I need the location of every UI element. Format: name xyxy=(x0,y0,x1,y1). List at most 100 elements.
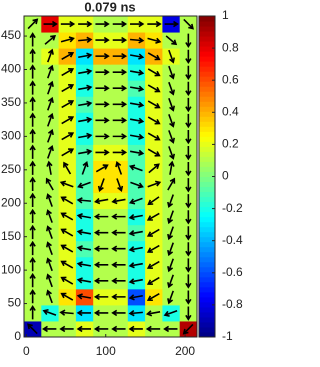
colorbar-band xyxy=(199,261,215,268)
arrow xyxy=(111,325,126,333)
arrow xyxy=(128,325,143,333)
colorbar-tick-label: -0.6 xyxy=(222,265,243,279)
y-tick-label: 150 xyxy=(1,229,21,243)
arrow xyxy=(185,162,192,177)
arrow xyxy=(29,160,36,175)
arrow xyxy=(147,20,162,28)
arrow xyxy=(76,229,92,236)
arrow xyxy=(76,309,91,317)
arrow xyxy=(45,289,53,304)
arrow xyxy=(93,277,109,285)
arrow xyxy=(76,245,92,252)
colorbar-band xyxy=(199,86,215,92)
colorbar-band xyxy=(199,131,215,137)
arrow xyxy=(61,116,75,125)
y-tick-label: 50 xyxy=(8,296,22,310)
colorbar-band xyxy=(199,16,215,22)
arrow xyxy=(60,20,76,28)
arrow xyxy=(77,181,91,189)
colorbar-band xyxy=(199,281,215,288)
arrow xyxy=(147,52,161,61)
arrow xyxy=(29,304,36,320)
y-tick-label: 300 xyxy=(1,129,21,143)
arrow xyxy=(78,84,93,91)
arrow xyxy=(185,33,192,49)
arrow xyxy=(61,51,75,61)
arrow xyxy=(60,292,74,301)
colorbar-band xyxy=(199,311,215,318)
arrow xyxy=(61,148,75,157)
arrow xyxy=(130,20,145,28)
colorbar-band xyxy=(199,96,215,102)
arrow xyxy=(147,148,161,157)
chart: 0.079 ns 0 100 200 0 50 100 150 200 250 300 350 400… xyxy=(1,0,243,358)
colorbar-band xyxy=(199,106,215,112)
arrow xyxy=(185,97,192,113)
arrow xyxy=(167,242,174,257)
colorbar-band xyxy=(199,296,215,303)
colorbar-band xyxy=(199,236,215,243)
colorbar-tick-label: 0.6 xyxy=(222,72,239,86)
arrow xyxy=(76,213,92,220)
arrow xyxy=(95,133,110,140)
arrow xyxy=(129,69,145,76)
colorbar-band xyxy=(199,271,215,278)
arrow xyxy=(45,225,53,239)
colorbar-band xyxy=(199,41,215,47)
colorbar-band xyxy=(199,221,215,228)
arrow xyxy=(146,276,160,285)
colorbar-band xyxy=(199,191,215,198)
arrow xyxy=(163,309,178,317)
arrow xyxy=(94,197,109,205)
colorbar-band xyxy=(199,306,215,313)
colorbar-tick-label: 0.2 xyxy=(222,137,239,151)
arrow xyxy=(60,260,74,269)
arrow xyxy=(60,212,74,221)
arrow xyxy=(147,37,162,44)
colorbar-tick-label: 1 xyxy=(222,8,229,22)
arrow xyxy=(128,213,143,221)
arrow xyxy=(185,49,192,65)
arrow xyxy=(111,245,126,252)
arrow xyxy=(45,273,53,288)
arrow xyxy=(76,261,92,268)
colorbar-band xyxy=(199,101,215,107)
colorbar-band xyxy=(199,266,215,273)
arrow xyxy=(130,181,144,189)
arrow xyxy=(167,274,174,289)
arrow xyxy=(76,293,92,300)
arrow xyxy=(61,84,75,93)
arrow xyxy=(168,160,175,175)
colorbar-band xyxy=(199,166,215,172)
arrow xyxy=(185,210,192,225)
arrow xyxy=(112,85,128,92)
colorbar-band xyxy=(199,286,215,293)
arrow xyxy=(111,277,126,285)
arrow xyxy=(168,130,176,144)
arrow xyxy=(29,224,36,240)
colorbar-band xyxy=(199,211,215,218)
arrow xyxy=(95,20,110,28)
colorbar-band xyxy=(199,76,215,82)
colorbar-band xyxy=(199,231,215,238)
colorbar-band xyxy=(199,71,215,77)
colorbar-band xyxy=(199,61,215,67)
colorbar-band xyxy=(199,156,215,162)
arrow xyxy=(145,310,161,317)
arrow xyxy=(47,64,54,79)
arrow xyxy=(129,133,145,140)
y-tick-label: 400 xyxy=(1,62,21,76)
arrow xyxy=(29,80,36,95)
arrow xyxy=(147,132,161,141)
arrow xyxy=(29,176,36,191)
arrow xyxy=(60,228,74,237)
arrow xyxy=(27,323,38,335)
colorbar-band xyxy=(199,206,215,213)
arrow xyxy=(29,240,36,256)
arrow xyxy=(147,68,161,77)
arrow xyxy=(44,34,57,45)
arrow xyxy=(145,325,161,333)
colorbar-band xyxy=(199,141,215,147)
arrow xyxy=(27,18,39,30)
arrow xyxy=(95,164,109,173)
